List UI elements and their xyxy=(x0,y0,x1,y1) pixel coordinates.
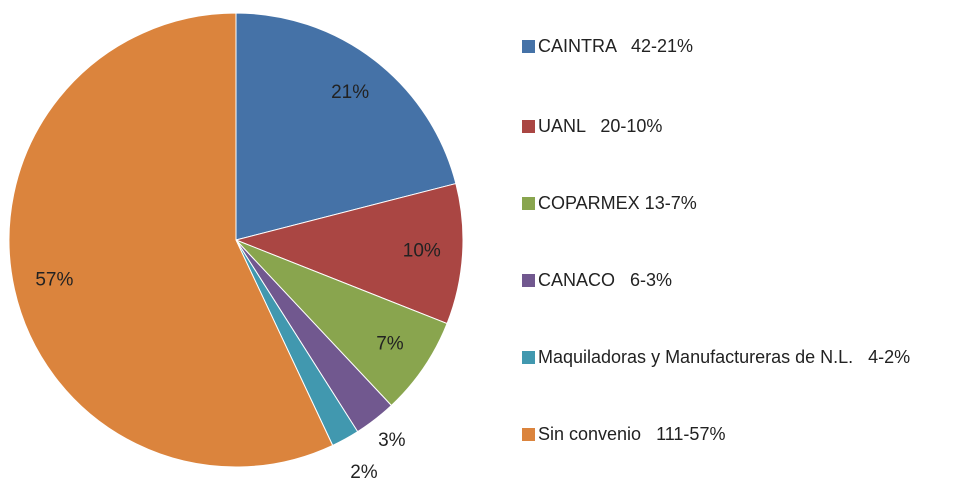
legend-label: Sin convenio 111-57% xyxy=(538,424,726,444)
legend-label: Maquiladoras y Manufactureras de N.L. 4-… xyxy=(538,347,911,367)
legend-label: COPARMEX 13-7% xyxy=(538,193,697,213)
legend-label: CANACO 6-3% xyxy=(538,270,673,290)
data-label: 3% xyxy=(378,430,406,451)
pie-slice xyxy=(8,12,334,468)
legend-item: Sin convenio 111-57% xyxy=(522,422,952,446)
legend-swatch xyxy=(522,351,535,364)
legend-item: UANL 20-10% xyxy=(522,114,952,138)
legend-item: Maquiladoras y Manufactureras de N.L. 4-… xyxy=(522,345,952,369)
data-label: 57% xyxy=(35,270,73,291)
data-label: 7% xyxy=(376,334,404,355)
legend-swatch xyxy=(522,197,535,210)
legend-item: CAINTRA 42-21% xyxy=(522,34,952,58)
data-label: 10% xyxy=(403,241,441,262)
data-label: 2% xyxy=(350,462,378,479)
pie-slice xyxy=(235,12,457,241)
legend-label: UANL 20-10% xyxy=(538,116,663,136)
legend-swatch xyxy=(522,428,535,441)
legend-swatch xyxy=(522,120,535,133)
legend-item: COPARMEX 13-7% xyxy=(522,191,952,215)
legend-swatch xyxy=(522,274,535,287)
pie-slice xyxy=(234,182,464,325)
chart: 21% 10% 7% 3%2% 57% xyxy=(8,12,464,479)
legend-label: CAINTRA 42-21% xyxy=(538,36,694,56)
legend-swatch xyxy=(522,40,535,53)
data-label: 21% xyxy=(331,82,369,103)
legend-item: CANACO 6-3% xyxy=(522,268,952,292)
